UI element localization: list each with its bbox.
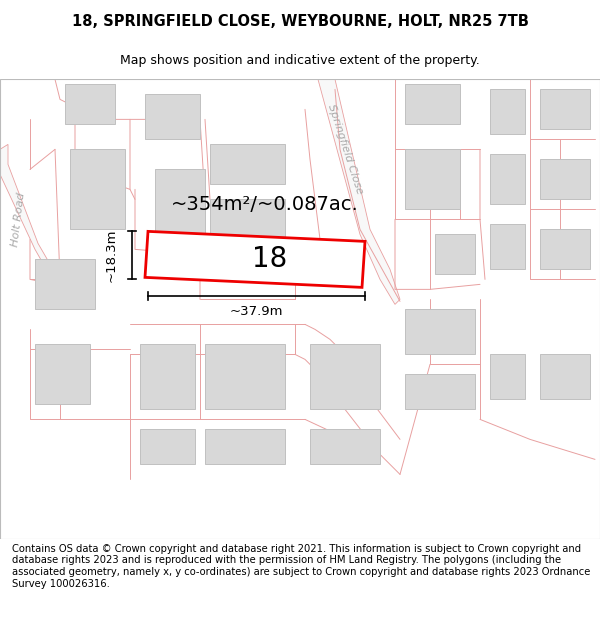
Polygon shape	[155, 169, 205, 239]
Polygon shape	[405, 149, 460, 209]
Polygon shape	[540, 159, 590, 199]
Polygon shape	[210, 199, 285, 239]
Polygon shape	[205, 429, 285, 464]
Text: 18: 18	[253, 246, 287, 273]
Polygon shape	[490, 89, 525, 134]
Polygon shape	[405, 374, 475, 409]
Polygon shape	[35, 259, 95, 309]
Text: ~18.3m: ~18.3m	[105, 229, 118, 282]
Polygon shape	[305, 79, 400, 304]
Polygon shape	[210, 144, 285, 184]
Polygon shape	[540, 89, 590, 129]
Polygon shape	[405, 309, 475, 354]
Polygon shape	[65, 84, 115, 124]
Polygon shape	[405, 84, 460, 124]
Text: Contains OS data © Crown copyright and database right 2021. This information is : Contains OS data © Crown copyright and d…	[12, 544, 590, 589]
Polygon shape	[540, 229, 590, 269]
Polygon shape	[540, 354, 590, 399]
Polygon shape	[490, 224, 525, 269]
Polygon shape	[145, 94, 200, 139]
Polygon shape	[490, 354, 525, 399]
Polygon shape	[140, 344, 195, 409]
Text: 18, SPRINGFIELD CLOSE, WEYBOURNE, HOLT, NR25 7TB: 18, SPRINGFIELD CLOSE, WEYBOURNE, HOLT, …	[71, 14, 529, 29]
Polygon shape	[205, 344, 285, 409]
Text: ~37.9m: ~37.9m	[230, 305, 283, 318]
Polygon shape	[310, 344, 380, 409]
Text: Holt Road: Holt Road	[10, 192, 26, 247]
Polygon shape	[310, 429, 380, 464]
Polygon shape	[140, 429, 195, 464]
Polygon shape	[435, 234, 475, 274]
Polygon shape	[35, 344, 90, 404]
Text: ~354m²/~0.087ac.: ~354m²/~0.087ac.	[171, 195, 359, 214]
Polygon shape	[70, 149, 125, 229]
Text: Map shows position and indicative extent of the property.: Map shows position and indicative extent…	[120, 54, 480, 68]
Polygon shape	[490, 154, 525, 204]
Polygon shape	[0, 144, 60, 284]
Text: Springfield Close: Springfield Close	[326, 103, 364, 196]
Polygon shape	[145, 231, 365, 288]
